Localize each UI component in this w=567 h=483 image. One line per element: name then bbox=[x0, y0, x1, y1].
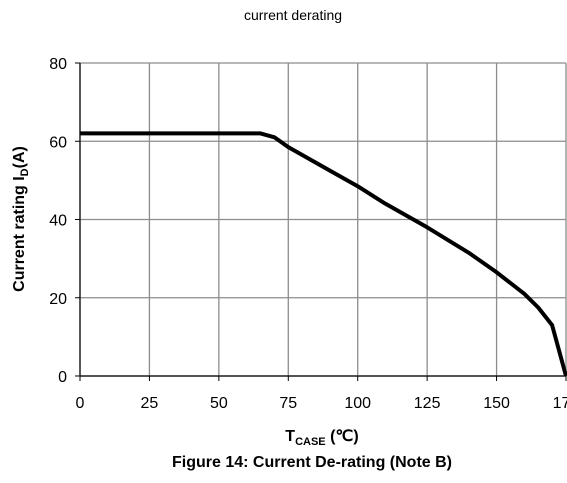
x-tick-label: 125 bbox=[414, 395, 441, 412]
y-axis-ticks: 0 20 40 60 80 bbox=[49, 56, 80, 386]
y-tick-label: 0 bbox=[58, 369, 67, 386]
x-tick-label: 100 bbox=[344, 395, 371, 412]
x-tick-label: 75 bbox=[279, 395, 297, 412]
figure-caption: Figure 14: Current De-rating (Note B) bbox=[172, 454, 452, 471]
derating-curve bbox=[80, 131, 567, 377]
gridlines bbox=[79, 62, 567, 377]
x-axis-ticks: 0 25 50 75 100 125 150 175 bbox=[76, 376, 567, 412]
chart-title: current derating bbox=[244, 7, 342, 23]
x-tick-label: 175 bbox=[553, 395, 567, 412]
y-tick-label: 40 bbox=[49, 213, 67, 230]
y-tick-label: 20 bbox=[49, 291, 67, 308]
x-tick-label: 50 bbox=[210, 395, 228, 412]
y-tick-label: 80 bbox=[49, 56, 67, 73]
y-tick-label: 60 bbox=[49, 134, 67, 151]
x-tick-label: 0 bbox=[76, 395, 85, 412]
x-tick-label: 25 bbox=[141, 395, 159, 412]
x-axis-label: TCASE (℃) bbox=[285, 428, 358, 448]
x-tick-label: 150 bbox=[483, 395, 510, 412]
y-axis-label: Current rating ID(A) bbox=[11, 146, 31, 292]
